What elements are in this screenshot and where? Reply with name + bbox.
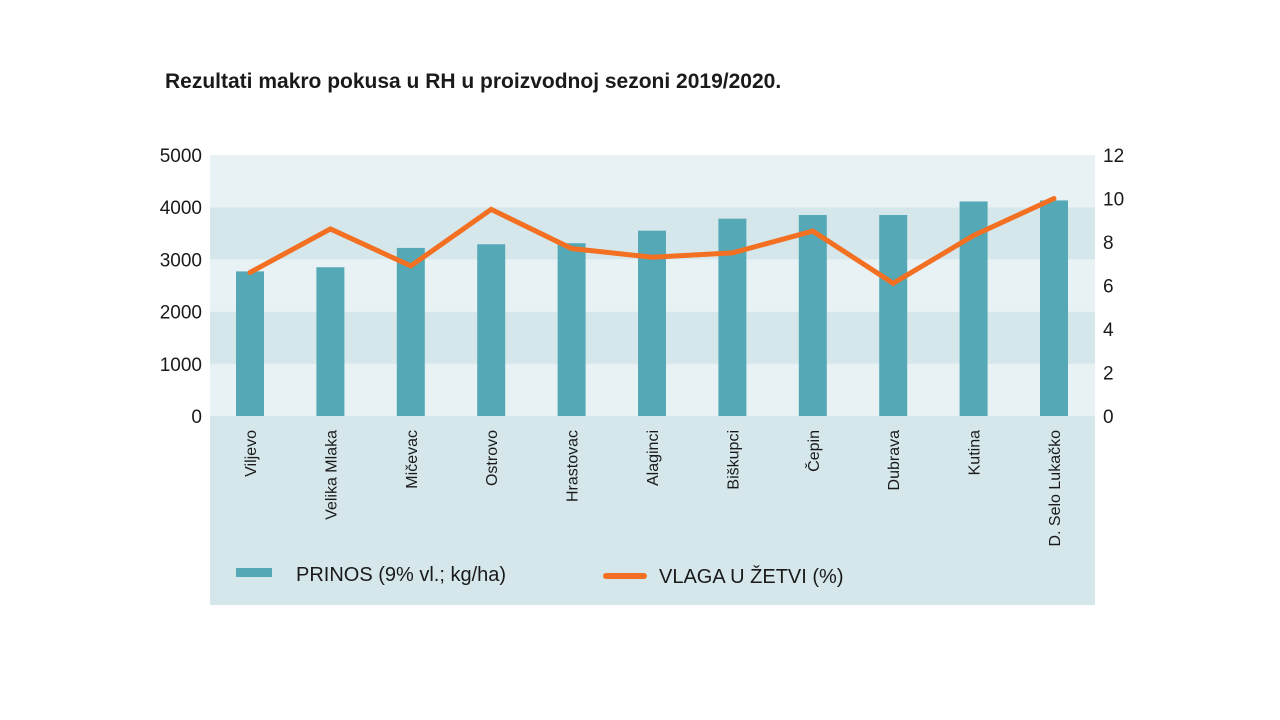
category-label: Čepin bbox=[804, 430, 823, 472]
legend-label-bar: PRINOS (9% vl.; kg/ha) bbox=[296, 564, 506, 586]
legend-label-line: VLAGA U ŽETVI (%) bbox=[659, 565, 843, 588]
bar bbox=[396, 247, 425, 416]
category-label: Viljevo bbox=[243, 430, 260, 477]
right-tick-label: 0 bbox=[1103, 407, 1114, 428]
category-label: Hrastovac bbox=[565, 430, 582, 502]
bar bbox=[879, 215, 908, 416]
right-tick-label: 8 bbox=[1103, 233, 1114, 254]
right-axis: 0 2 4 6 8 10 12 bbox=[1103, 146, 1124, 428]
left-tick-label: 0 bbox=[191, 407, 202, 428]
left-tick-label: 2000 bbox=[160, 303, 202, 324]
category-label: Velika Mlaka bbox=[323, 430, 340, 520]
category-labels: Viljevo Velika Mlaka Mičevac Ostrovo Hrastov… bbox=[243, 430, 1064, 547]
left-tick-label: 3000 bbox=[160, 250, 202, 271]
bar bbox=[638, 230, 666, 416]
legend-panel bbox=[210, 416, 1095, 605]
bar bbox=[236, 271, 264, 416]
right-tick-label: 6 bbox=[1103, 277, 1114, 298]
bar bbox=[798, 215, 827, 416]
left-tick-label: 1000 bbox=[160, 355, 202, 376]
bar bbox=[477, 244, 506, 416]
category-label: Kutina bbox=[967, 430, 984, 475]
left-tick-label: 4000 bbox=[160, 198, 202, 219]
right-tick-label: 2 bbox=[1103, 364, 1114, 385]
bar bbox=[557, 243, 586, 416]
category-label: Dubrava bbox=[886, 430, 903, 491]
category-label: Alaginci bbox=[645, 430, 662, 486]
legend: PRINOS (9% vl.; kg/ha) VLAGA U ŽETVI (%) bbox=[236, 564, 843, 588]
bar bbox=[1040, 200, 1068, 416]
chart-title: Rezultati makro pokusa u RH u proizvodno… bbox=[165, 70, 782, 93]
grid-band bbox=[210, 155, 1095, 208]
left-tick-label: 5000 bbox=[160, 146, 202, 167]
category-label: Mičevac bbox=[404, 430, 421, 489]
category-label: Ostrovo bbox=[484, 430, 501, 486]
line-series bbox=[247, 196, 1057, 287]
right-tick-label: 12 bbox=[1103, 146, 1124, 167]
bar bbox=[316, 267, 345, 416]
left-axis: 0 1000 2000 3000 4000 5000 bbox=[160, 146, 202, 428]
right-tick-label: 4 bbox=[1103, 320, 1114, 341]
category-label: D. Selo Lukačko bbox=[1047, 430, 1064, 547]
legend-swatch-bar bbox=[236, 568, 272, 577]
right-tick-label: 10 bbox=[1103, 190, 1124, 211]
category-label: Biškupci bbox=[725, 430, 742, 490]
